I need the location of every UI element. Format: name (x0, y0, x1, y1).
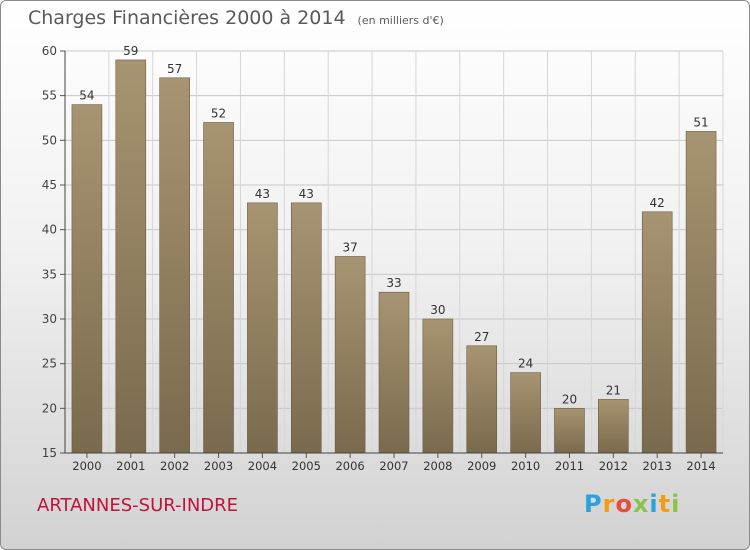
logo-letter: P (584, 490, 603, 518)
bar-value-label: 57 (167, 62, 182, 76)
bar-value-label: 20 (562, 392, 577, 406)
logo-letter: i (649, 490, 659, 518)
bar-2009 (466, 345, 498, 454)
bar-2007 (378, 291, 410, 454)
bar-value-label: 42 (650, 196, 665, 210)
bar-2011 (554, 408, 585, 454)
bar-2004 (247, 202, 278, 454)
x-tick-label: 2004 (248, 459, 277, 473)
bar-value-label: 52 (211, 106, 226, 120)
bar-2003 (203, 122, 234, 454)
bar-value-label: 59 (123, 44, 138, 58)
x-tick-label: 2013 (643, 459, 672, 473)
y-tick-label: 60 (42, 44, 57, 58)
bar-2010 (510, 372, 541, 454)
chart-title-main: Charges Financières 2000 à 2014 (28, 7, 346, 29)
bar-value-label: 43 (255, 187, 270, 201)
bar-2005 (290, 202, 322, 454)
bar-value-label: 30 (430, 303, 445, 317)
x-tick-label: 2001 (116, 459, 145, 473)
x-tick-label: 2002 (160, 459, 189, 473)
x-tick-label: 2014 (686, 459, 715, 473)
bar-value-label: 51 (693, 115, 708, 129)
bar-value-label: 24 (518, 357, 533, 371)
bar-2013 (641, 211, 673, 454)
y-tick-label: 25 (42, 357, 57, 371)
x-tick-label: 2009 (467, 459, 496, 473)
y-tick-label: 35 (42, 267, 57, 281)
bar-2000 (71, 104, 103, 454)
y-tick-label: 55 (42, 89, 57, 103)
x-tick-label: 2010 (511, 459, 540, 473)
x-tick-label: 2005 (292, 459, 321, 473)
chart-title: Charges Financières 2000 à 2014 (en milli… (28, 7, 444, 29)
chart-title-unit: (en milliers d'€) (357, 14, 444, 27)
x-tick-label: 2006 (335, 459, 364, 473)
logo-letter: x (632, 490, 650, 518)
y-tick-label: 15 (42, 446, 57, 460)
bar-2006 (334, 256, 366, 454)
bar-2008 (422, 318, 454, 454)
bar-value-label: 27 (474, 330, 489, 344)
bar-value-label: 21 (606, 383, 621, 397)
bar-2002 (159, 77, 190, 454)
bar-value-label: 43 (299, 187, 314, 201)
x-tick-label: 2012 (599, 459, 628, 473)
x-tick-label: 2000 (72, 459, 101, 473)
logo-letter: o (615, 490, 633, 518)
x-tick-label: 2007 (379, 459, 408, 473)
bar-2012 (598, 399, 629, 454)
logo-letter: t (658, 490, 672, 518)
y-tick-label: 40 (42, 223, 57, 237)
y-tick-label: 20 (42, 401, 57, 415)
logo-letter: r (602, 490, 616, 518)
y-tick-label: 50 (42, 133, 57, 147)
axes: 15 20 25 30 35 40 45 50 55 60 2000 2001 2002 2003 2004… (42, 44, 723, 473)
commune-name: ARTANNES-SUR-INDRE (37, 495, 239, 516)
x-tick-label: 2003 (204, 459, 233, 473)
logo-letter: i (671, 490, 681, 518)
bars: 54 59 57 52 43 43 37 33 30 27 24 20 21 42 51 (71, 44, 717, 454)
y-tick-label: 30 (42, 312, 57, 326)
bar-value-label: 54 (79, 89, 94, 103)
x-tick-label: 2008 (423, 459, 452, 473)
bar-value-label: 37 (342, 240, 357, 254)
x-tick-label: 2011 (555, 459, 584, 473)
bar-value-label: 33 (386, 276, 401, 290)
proxiti-logo: Proxiti (584, 490, 680, 518)
bar-2001 (115, 59, 147, 454)
y-tick-label: 45 (42, 178, 57, 192)
bar-2014 (685, 131, 717, 454)
